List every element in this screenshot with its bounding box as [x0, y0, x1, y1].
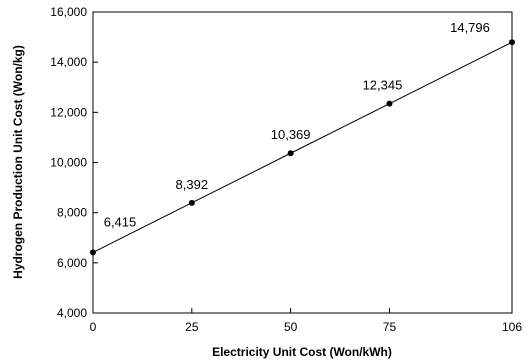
- y-ticks: 4,000 6,000 8,000 10,000 12,000 14,000 16,000: [50, 5, 98, 320]
- y-axis-title: Hydrogen Production Unit Cost (Won/kg): [11, 45, 25, 279]
- data-label: 8,392: [176, 177, 209, 192]
- x-ticks: 0 25 50 75 106: [90, 308, 522, 334]
- x-tick-label: 25: [185, 320, 199, 334]
- data-label: 12,345: [363, 78, 403, 93]
- y-tick-label: 8,000: [57, 206, 87, 220]
- data-label: 10,369: [271, 127, 311, 142]
- data-point: [386, 100, 393, 107]
- x-tick-label: 106: [502, 320, 522, 334]
- y-tick-label: 16,000: [50, 5, 87, 19]
- x-tick-label: 75: [383, 320, 397, 334]
- y-tick-label: 6,000: [57, 256, 87, 270]
- plot-area: [92, 11, 513, 314]
- data-point: [509, 39, 515, 46]
- series-line: [92, 41, 513, 253]
- data-point: [287, 150, 294, 157]
- x-tick-label: 50: [284, 320, 298, 334]
- x-axis-title: Electricity Unit Cost (Won/kWh): [212, 345, 392, 359]
- data-point: [90, 249, 96, 256]
- y-tick-label: 12,000: [50, 105, 87, 119]
- series: [90, 39, 515, 256]
- x-tick-label: 0: [90, 320, 97, 334]
- data-label: 6,415: [104, 214, 137, 229]
- y-tick-label: 4,000: [57, 306, 87, 320]
- y-tick-label: 10,000: [50, 156, 87, 170]
- data-labels: 6,415 8,392 10,369 12,345 14,796: [104, 20, 490, 229]
- data-point: [188, 199, 195, 206]
- y-tick-label: 14,000: [50, 55, 87, 69]
- data-label: 14,796: [450, 20, 490, 35]
